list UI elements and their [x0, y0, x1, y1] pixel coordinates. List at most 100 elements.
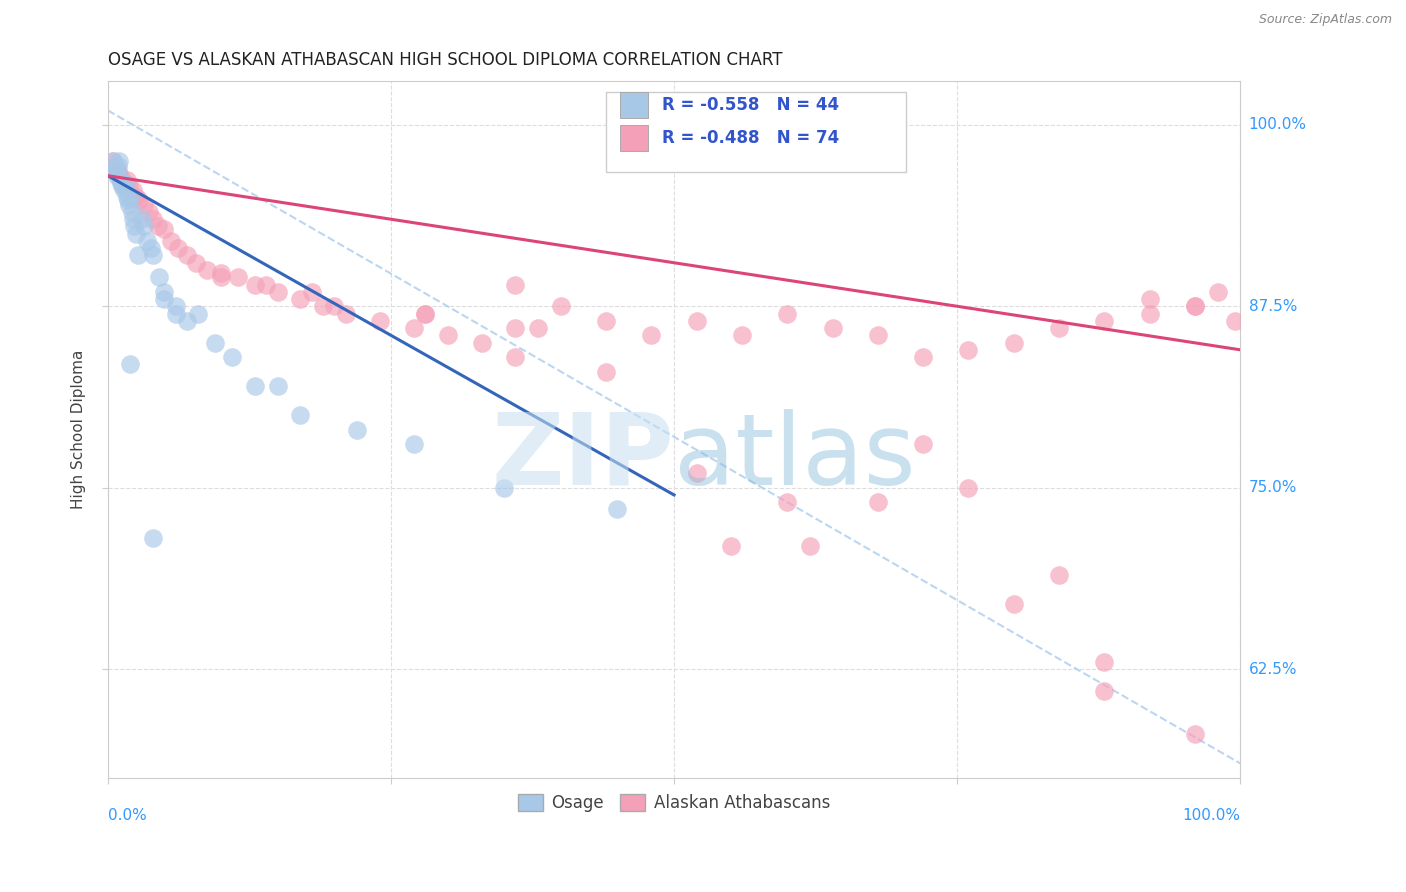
Text: 100.0%: 100.0% — [1182, 808, 1240, 823]
Point — [110, 169, 132, 183]
Point — [110, 171, 132, 186]
Point — [132, 219, 155, 234]
Point — [1223, 314, 1246, 328]
Point — [121, 212, 143, 227]
Point — [413, 307, 436, 321]
Point — [266, 379, 288, 393]
Point — [1047, 321, 1070, 335]
Point — [957, 481, 980, 495]
Point — [120, 357, 142, 371]
Point — [595, 365, 617, 379]
Text: 75.0%: 75.0% — [1249, 480, 1296, 495]
Point — [103, 154, 125, 169]
Text: R = -0.558   N = 44: R = -0.558 N = 44 — [662, 96, 839, 114]
Point — [115, 173, 138, 187]
Point — [114, 176, 136, 190]
Point — [436, 328, 458, 343]
Point — [111, 178, 134, 193]
Point — [153, 285, 176, 299]
Point — [290, 292, 312, 306]
Point — [1184, 299, 1206, 313]
Point — [1047, 567, 1070, 582]
Point — [142, 532, 165, 546]
Point — [114, 178, 136, 193]
Point — [720, 539, 742, 553]
Point — [111, 176, 134, 190]
Text: atlas: atlas — [673, 409, 915, 506]
Point — [115, 190, 138, 204]
Point — [494, 481, 516, 495]
Point — [165, 299, 187, 313]
Point — [209, 270, 232, 285]
Point — [197, 263, 219, 277]
Point — [799, 539, 821, 553]
Bar — [606, 92, 907, 172]
Point — [1139, 292, 1161, 306]
Point — [139, 241, 162, 255]
Point — [731, 328, 754, 343]
Point — [125, 190, 148, 204]
Point — [686, 466, 709, 480]
Point — [1092, 314, 1115, 328]
Point — [122, 219, 145, 234]
Point — [402, 437, 425, 451]
Point — [184, 256, 207, 270]
Point — [103, 154, 125, 169]
Point — [107, 164, 129, 178]
Point — [1002, 335, 1025, 350]
Text: OSAGE VS ALASKAN ATHABASCAN HIGH SCHOOL DIPLOMA CORRELATION CHART: OSAGE VS ALASKAN ATHABASCAN HIGH SCHOOL … — [108, 51, 782, 69]
Point — [312, 299, 335, 313]
Point — [290, 408, 312, 422]
Point — [209, 266, 232, 280]
Point — [1002, 597, 1025, 611]
Legend: Osage, Alaskan Athabascans: Osage, Alaskan Athabascans — [512, 787, 837, 818]
Point — [221, 350, 243, 364]
Point — [148, 270, 170, 285]
Point — [866, 495, 889, 509]
Text: 87.5%: 87.5% — [1249, 299, 1296, 314]
Point — [402, 321, 425, 335]
Point — [243, 277, 266, 292]
Point — [108, 154, 131, 169]
Point — [176, 248, 198, 262]
Point — [115, 183, 138, 197]
Point — [112, 183, 135, 197]
Point — [505, 350, 527, 364]
Point — [142, 212, 165, 227]
Point — [686, 314, 709, 328]
Point — [131, 212, 153, 227]
Point — [776, 307, 799, 321]
Point — [128, 194, 150, 208]
Point — [323, 299, 346, 313]
Point — [527, 321, 550, 335]
Point — [866, 328, 889, 343]
Point — [226, 270, 249, 285]
Text: 100.0%: 100.0% — [1249, 118, 1306, 132]
Point — [127, 248, 149, 262]
Point — [595, 314, 617, 328]
Point — [125, 227, 148, 241]
Point — [335, 307, 357, 321]
Point — [146, 219, 169, 234]
Point — [346, 423, 368, 437]
Point — [118, 197, 141, 211]
Point — [254, 277, 277, 292]
Text: Source: ZipAtlas.com: Source: ZipAtlas.com — [1258, 13, 1392, 27]
Point — [606, 502, 628, 516]
Point — [368, 314, 391, 328]
Point — [912, 350, 935, 364]
Point — [776, 495, 799, 509]
Point — [505, 277, 527, 292]
Point — [1184, 727, 1206, 741]
Point — [136, 234, 159, 248]
Point — [118, 178, 141, 193]
Point — [176, 314, 198, 328]
Text: R = -0.488   N = 74: R = -0.488 N = 74 — [662, 128, 839, 147]
Point — [640, 328, 662, 343]
Point — [243, 379, 266, 393]
Point — [103, 161, 125, 176]
Point — [121, 205, 143, 219]
Point — [957, 343, 980, 357]
Point — [301, 285, 323, 299]
Point — [550, 299, 572, 313]
